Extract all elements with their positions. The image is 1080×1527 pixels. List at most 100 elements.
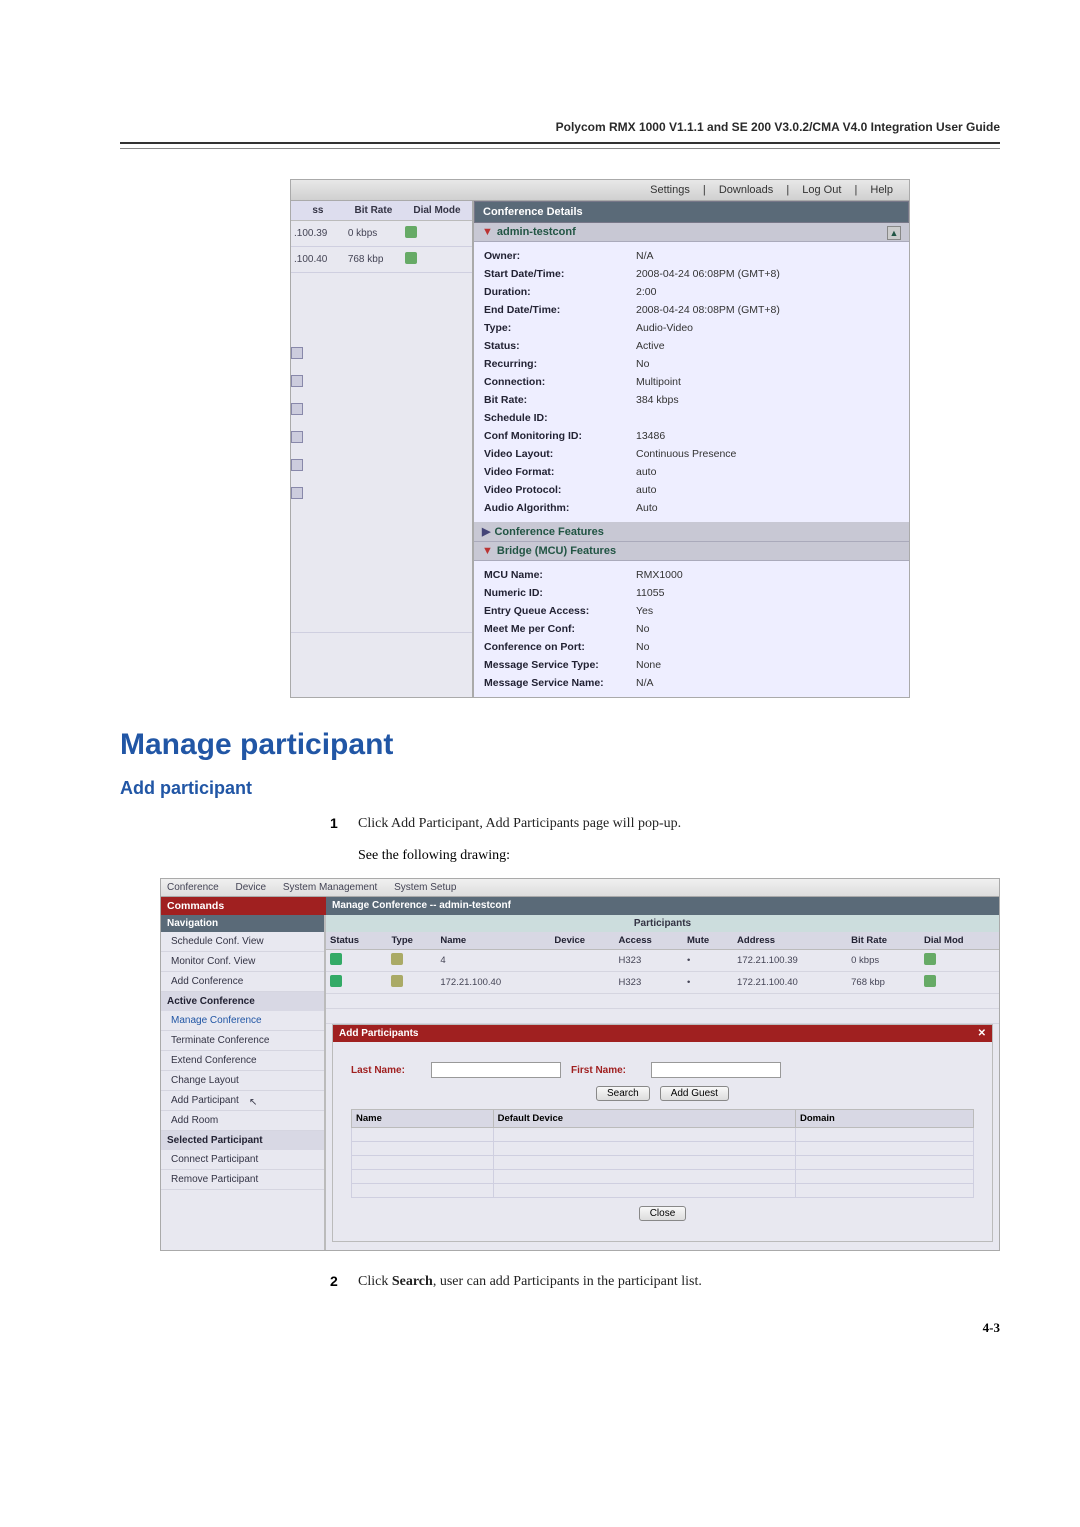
col-bitrate[interactable]: Bit Rate bbox=[847, 932, 920, 950]
value-videoprotocol: auto bbox=[628, 482, 907, 498]
label-scheduleid: Schedule ID: bbox=[476, 410, 626, 426]
cell-bitrate: 768 kbp bbox=[345, 247, 402, 273]
nav-schedule-conf-view[interactable]: Schedule Conf. View bbox=[161, 932, 324, 952]
close-icon[interactable]: ✕ bbox=[978, 1028, 986, 1039]
scroll-up-icon[interactable]: ▲ bbox=[887, 226, 901, 240]
label-bitrate: Bit Rate: bbox=[476, 392, 626, 408]
col-access[interactable]: Access bbox=[615, 932, 683, 950]
close-button[interactable]: Close bbox=[639, 1206, 687, 1221]
search-button[interactable]: Search bbox=[596, 1086, 650, 1101]
participant-row[interactable]: 172.21.100.40 H323 • 172.21.100.40 768 k… bbox=[326, 972, 999, 994]
value-msgname: N/A bbox=[628, 675, 907, 691]
nav-terminate-conference[interactable]: Terminate Conference bbox=[161, 1031, 324, 1051]
cell-type bbox=[387, 972, 436, 994]
label-mcuname: MCU Name: bbox=[476, 567, 626, 583]
nav-selected-participant-header: Selected Participant bbox=[161, 1131, 324, 1150]
collapse-icon[interactable]: ▼ bbox=[482, 226, 493, 238]
commands-header: Commands bbox=[161, 897, 326, 915]
tool-icon[interactable] bbox=[291, 347, 303, 359]
nav-remove-participant[interactable]: Remove Participant bbox=[161, 1170, 324, 1190]
conference-details-table: Owner:N/A Start Date/Time:2008-04-24 06:… bbox=[474, 242, 909, 522]
step-2-text: Click Search, user can add Participants … bbox=[358, 1271, 1000, 1292]
label-videolayout: Video Layout: bbox=[476, 446, 626, 462]
cell-device bbox=[550, 950, 614, 972]
conference-features-header[interactable]: ▶ Conference Features bbox=[474, 522, 909, 542]
col-type[interactable]: Type bbox=[387, 932, 436, 950]
expand-icon[interactable]: ▶ bbox=[482, 526, 490, 538]
conf-name-header[interactable]: ▼admin-testconf ▲ bbox=[474, 223, 909, 242]
value-enddate: 2008-04-24 08:08PM (GMT+8) bbox=[628, 302, 907, 318]
col-result-name: Name bbox=[352, 1110, 494, 1128]
help-link[interactable]: Help bbox=[870, 184, 893, 196]
tool-icon[interactable] bbox=[291, 431, 303, 443]
add-guest-button[interactable]: Add Guest bbox=[660, 1086, 729, 1101]
label-firstname: First Name: bbox=[571, 1065, 641, 1076]
tool-icon[interactable] bbox=[291, 403, 303, 415]
nav-manage-conference[interactable]: Manage Conference bbox=[161, 1011, 324, 1031]
screenshot-conference-details: Settings | Downloads | Log Out | Help ss… bbox=[290, 179, 910, 698]
value-mcuname: RMX1000 bbox=[628, 567, 907, 583]
tool-icon[interactable] bbox=[291, 375, 303, 387]
status-icon bbox=[330, 975, 342, 987]
participants-table: Status Type Name Device Access Mute Addr… bbox=[326, 932, 999, 1024]
grid-row[interactable]: .100.40 768 kbp bbox=[291, 247, 472, 273]
col-name[interactable]: Name bbox=[436, 932, 550, 950]
tool-icon[interactable] bbox=[291, 459, 303, 471]
value-connection: Multipoint bbox=[628, 374, 907, 390]
collapse-icon[interactable]: ▼ bbox=[482, 545, 493, 557]
firstname-input[interactable] bbox=[651, 1062, 781, 1078]
label-meetme: Meet Me per Conf: bbox=[476, 621, 626, 637]
cell-mute: • bbox=[683, 972, 733, 994]
cell-bitrate: 0 kbps bbox=[847, 950, 920, 972]
tab-system-setup[interactable]: System Setup bbox=[394, 882, 456, 893]
settings-link[interactable]: Settings bbox=[650, 184, 690, 196]
cell-status bbox=[326, 972, 387, 994]
col-ss: ss bbox=[291, 201, 345, 221]
value-videoformat: auto bbox=[628, 464, 907, 480]
label-type: Type: bbox=[476, 320, 626, 336]
dial-icon bbox=[405, 252, 417, 264]
label-confport: Conference on Port: bbox=[476, 639, 626, 655]
logout-link[interactable]: Log Out bbox=[802, 184, 841, 196]
cell-bitrate: 768 kbp bbox=[847, 972, 920, 994]
col-device[interactable]: Device bbox=[550, 932, 614, 950]
col-dialmode[interactable]: Dial Mod bbox=[920, 932, 999, 950]
downloads-link[interactable]: Downloads bbox=[719, 184, 773, 196]
tool-icon[interactable] bbox=[291, 487, 303, 499]
nav-add-conference[interactable]: Add Conference bbox=[161, 972, 324, 992]
heading-manage-participant: Manage participant bbox=[120, 728, 1000, 762]
conference-features-label: Conference Features bbox=[494, 526, 603, 538]
label-audioalg: Audio Algorithm: bbox=[476, 500, 626, 516]
label-duration: Duration: bbox=[476, 284, 626, 300]
label-startdate: Start Date/Time: bbox=[476, 266, 626, 282]
label-msgname: Message Service Name: bbox=[476, 675, 626, 691]
col-status[interactable]: Status bbox=[326, 932, 387, 950]
nav-extend-conference[interactable]: Extend Conference bbox=[161, 1051, 324, 1071]
cell-address: .100.39 bbox=[291, 221, 345, 247]
value-bitrate: 384 kbps bbox=[628, 392, 907, 408]
nav-connect-participant[interactable]: Connect Participant bbox=[161, 1150, 324, 1170]
nav-add-room[interactable]: Add Room bbox=[161, 1111, 324, 1131]
participant-row[interactable]: 4 H323 • 172.21.100.39 0 kbps bbox=[326, 950, 999, 972]
col-mute[interactable]: Mute bbox=[683, 932, 733, 950]
nav-monitor-conf-view[interactable]: Monitor Conf. View bbox=[161, 952, 324, 972]
col-address[interactable]: Address bbox=[733, 932, 847, 950]
lastname-input[interactable] bbox=[431, 1062, 561, 1078]
label-confmonid: Conf Monitoring ID: bbox=[476, 428, 626, 444]
tab-system-management[interactable]: System Management bbox=[283, 882, 378, 893]
grid-row[interactable]: .100.39 0 kbps bbox=[291, 221, 472, 247]
step-number-2: 2 bbox=[330, 1271, 358, 1292]
dialog-title: Add Participants bbox=[339, 1028, 418, 1039]
screenshot-add-participants: Conference Device System Management Syst… bbox=[160, 878, 1000, 1251]
cell-name: 172.21.100.40 bbox=[436, 972, 550, 994]
tab-conference[interactable]: Conference bbox=[167, 882, 219, 893]
label-videoprotocol: Video Protocol: bbox=[476, 482, 626, 498]
nav-change-layout[interactable]: Change Layout bbox=[161, 1071, 324, 1091]
bridge-features-header[interactable]: ▼Bridge (MCU) Features bbox=[474, 542, 909, 561]
navigation-header: Navigation bbox=[161, 915, 324, 932]
step-number-1: 1 bbox=[330, 813, 358, 834]
nav-add-participant[interactable]: Add Participant↖ bbox=[161, 1091, 324, 1111]
step-1-text: Click Add Participant, Add Participants … bbox=[358, 813, 1000, 834]
tab-device[interactable]: Device bbox=[235, 882, 266, 893]
label-owner: Owner: bbox=[476, 248, 626, 264]
